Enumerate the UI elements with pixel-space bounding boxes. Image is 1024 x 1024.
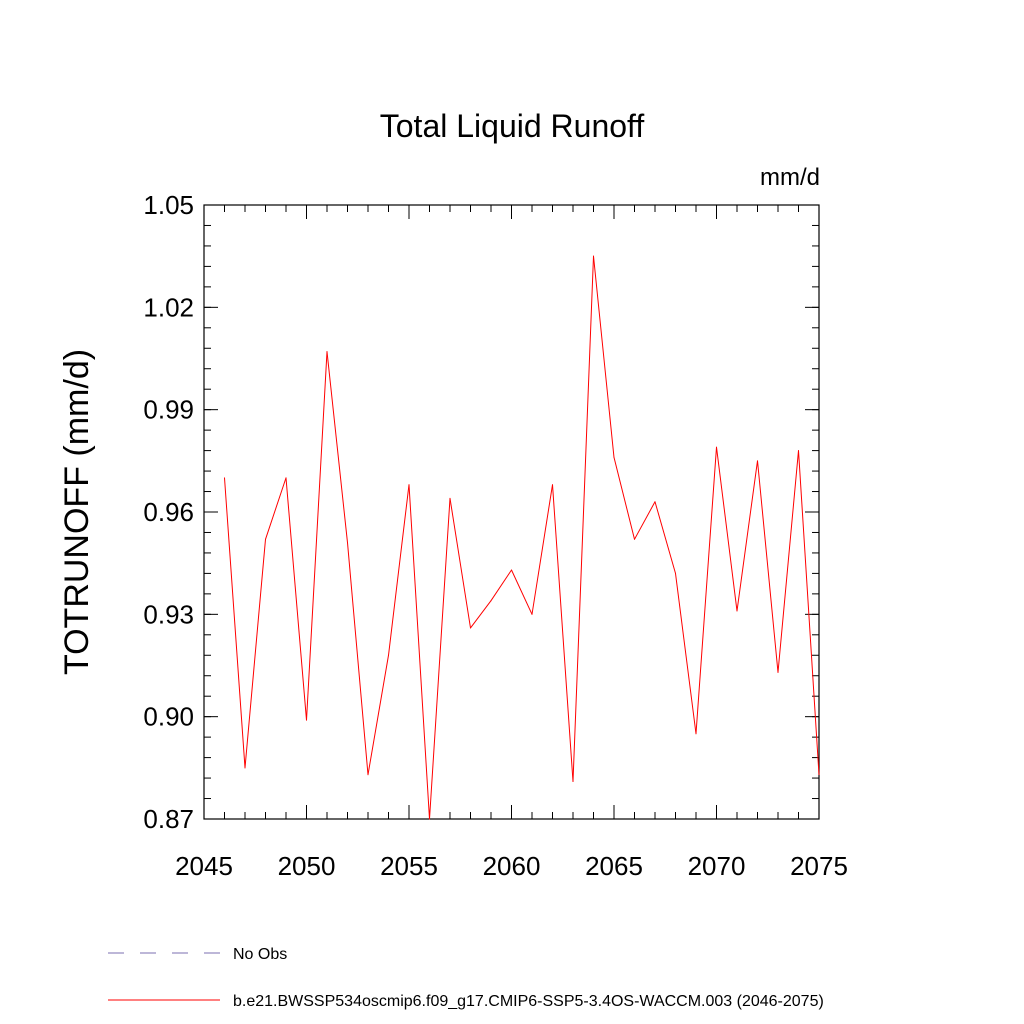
y-axis-ticks: 0.87 0.90 0.93 0.96 0.99 1.02 1.05	[143, 190, 819, 834]
x-tick-label: 2050	[278, 851, 336, 881]
series-segment	[449, 497, 471, 629]
series-segment	[798, 450, 820, 776]
x-tick-label: 2060	[483, 851, 541, 881]
y-tick-label: 0.87	[143, 804, 194, 834]
series-segment	[675, 572, 697, 735]
series-segment	[736, 460, 758, 612]
series-segment	[470, 600, 492, 629]
plot-frame	[203, 204, 820, 820]
x-axis-ticks: 2045 2050 2055 2060 2065 2070 2075	[175, 205, 848, 881]
y-tick-label: 1.05	[143, 190, 194, 220]
x-tick-label: 2065	[585, 851, 643, 881]
series-segment	[224, 477, 246, 769]
series-segment	[244, 538, 266, 769]
series-segment	[347, 542, 369, 776]
series-segment	[388, 484, 410, 656]
series-segment	[490, 569, 512, 602]
series-segment	[265, 477, 287, 540]
legend: No Obs b.e21.BWSSP534oscmip6.f09_g17.CMIP…	[108, 946, 824, 1010]
series-segment	[654, 501, 676, 574]
series-layer	[224, 255, 820, 820]
series-segment	[531, 484, 553, 615]
series-segment	[285, 477, 307, 721]
legend-label-2: b.e21.BWSSP534oscmip6.f09_g17.CMIP6-SSP5…	[233, 993, 824, 1010]
series-segment	[552, 484, 574, 782]
series-segment	[572, 255, 594, 782]
series-segment	[306, 351, 328, 721]
series-segment	[511, 569, 533, 615]
y-axis-label: TOTRUNOFF (mm/d)	[58, 349, 96, 675]
x-tick-label: 2070	[688, 851, 746, 881]
units-label: mm/d	[760, 164, 820, 191]
series-segment	[613, 456, 635, 540]
series-segment	[429, 497, 451, 820]
series-segment	[326, 351, 348, 544]
x-tick-label: 2075	[790, 851, 848, 881]
x-tick-label: 2045	[175, 851, 233, 881]
series-segment	[593, 255, 615, 458]
series-segment	[695, 446, 717, 735]
x-tick-label: 2055	[380, 851, 438, 881]
legend-label-1: No Obs	[233, 946, 287, 963]
y-tick-label: 0.90	[143, 702, 194, 732]
series-segment	[408, 484, 430, 820]
series-segment	[634, 501, 656, 540]
y-tick-label: 0.99	[143, 395, 194, 425]
y-tick-label: 0.93	[143, 599, 194, 629]
chart-title: Total Liquid Runoff	[380, 108, 645, 144]
series-segment	[367, 654, 389, 776]
y-tick-label: 1.02	[143, 292, 194, 322]
y-tick-label: 0.96	[143, 497, 194, 527]
series-segment	[777, 450, 799, 673]
series-segment	[757, 460, 779, 673]
series-segment	[716, 446, 738, 612]
